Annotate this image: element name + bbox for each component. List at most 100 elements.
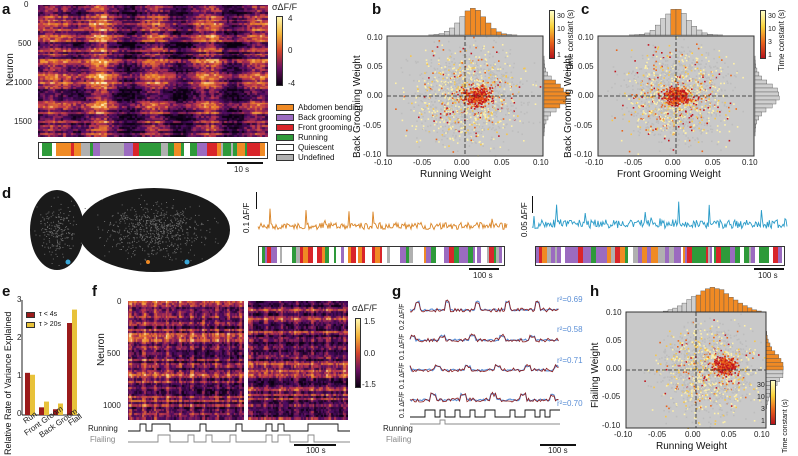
brain-pixel	[55, 231, 57, 233]
scatter-point	[710, 86, 713, 89]
brain-pixel	[47, 225, 49, 227]
brain-pixel	[140, 228, 142, 230]
scatter-point	[440, 67, 443, 69]
brain-pixel	[53, 245, 55, 247]
scatter-point	[676, 81, 679, 84]
scatter-point	[668, 44, 671, 47]
scatter-point	[702, 98, 705, 100]
brain-pixel	[54, 225, 56, 227]
brain-pixel	[121, 216, 123, 218]
scatter-point	[460, 112, 463, 115]
brain-pixel	[70, 248, 72, 250]
scatter-point	[657, 61, 659, 63]
brain-pixel	[120, 238, 122, 239]
scatter-point	[481, 99, 484, 102]
brain-pixel	[153, 230, 155, 232]
brain-pixel	[176, 247, 178, 249]
brain-pixel	[104, 245, 105, 247]
scatter-point	[421, 100, 424, 103]
scatter-point	[681, 64, 684, 67]
scatter-point	[692, 85, 694, 87]
scatter-point	[461, 96, 464, 98]
scatter-point	[410, 109, 412, 111]
scatter-point	[450, 77, 453, 79]
brain-pixel	[142, 209, 144, 211]
scatter-point	[493, 147, 495, 150]
scatter-point	[501, 79, 503, 81]
scatter-point	[624, 92, 626, 95]
scatter-point	[689, 92, 692, 94]
scatter-point	[663, 77, 665, 79]
panel-b-ytick: 0.10	[367, 33, 383, 42]
scatter-point	[655, 109, 657, 111]
brain-pixel	[159, 214, 161, 216]
scatter-point	[666, 128, 668, 131]
scatter-point	[711, 90, 714, 93]
brain-pixel	[157, 215, 159, 217]
scatter-point	[485, 89, 488, 91]
scatter-point	[680, 120, 682, 123]
scatter-point	[684, 114, 686, 116]
brain-pixel	[165, 228, 167, 230]
brain-pixel	[181, 222, 183, 224]
scatter-point	[449, 81, 452, 83]
scatter-point	[660, 127, 662, 130]
scatter-point	[679, 123, 681, 126]
scatter-point	[422, 115, 424, 118]
scatter-point	[629, 93, 632, 96]
scatter-point	[715, 70, 717, 72]
scatter-point	[465, 59, 468, 62]
scatter-point	[688, 112, 691, 115]
scatter-point	[691, 89, 694, 91]
scatter-point	[455, 72, 457, 75]
scatter-point	[505, 123, 507, 126]
scatter-point	[669, 51, 671, 54]
brain-pixel	[179, 222, 181, 224]
brain-pixel	[68, 232, 70, 233]
scatter-point	[689, 68, 691, 70]
scatter-point	[430, 62, 433, 64]
brain-pixel	[178, 235, 180, 237]
scatter-point	[403, 98, 405, 100]
behavior-segment	[90, 143, 93, 156]
brain-pixel	[142, 249, 143, 251]
brain-pixel	[160, 208, 162, 210]
scatter-point	[652, 115, 655, 117]
scatter-point	[675, 101, 678, 104]
scatter-point	[418, 116, 420, 119]
scatter-point	[501, 103, 504, 106]
scatter-point	[655, 91, 658, 93]
brain-pixel	[151, 238, 153, 240]
brain-pixel	[153, 213, 155, 214]
histogram-bar	[501, 33, 507, 36]
scatter-point	[674, 69, 677, 71]
scatter-point	[494, 96, 496, 98]
brain-pixel	[131, 207, 133, 209]
behavior-segment	[100, 143, 108, 156]
brain-pixel	[140, 194, 142, 196]
brain-pixel	[126, 248, 128, 250]
scatter-point	[693, 94, 695, 96]
scatter-point	[449, 120, 451, 123]
brain-pixel	[170, 232, 172, 234]
scatter-point	[693, 89, 696, 91]
brain-pixel	[177, 232, 179, 234]
scatter-point	[657, 113, 660, 116]
scatter-point	[446, 137, 449, 140]
brain-pixel	[51, 245, 53, 247]
scatter-point	[712, 91, 715, 93]
brain-pixel	[163, 213, 165, 215]
brain-pixel	[112, 230, 114, 232]
scatter-point	[484, 60, 487, 63]
scatter-point	[494, 105, 496, 107]
brain-pixel	[114, 231, 116, 233]
scatter-point	[481, 125, 484, 128]
scatter-point	[716, 110, 719, 112]
brain-pixel	[167, 245, 169, 247]
scatter-point	[704, 107, 706, 110]
scatter-point	[426, 89, 429, 92]
brain-pixel	[178, 213, 180, 215]
scatter-point	[480, 132, 483, 135]
scatter-point	[665, 96, 668, 98]
scatter-point	[509, 102, 512, 105]
